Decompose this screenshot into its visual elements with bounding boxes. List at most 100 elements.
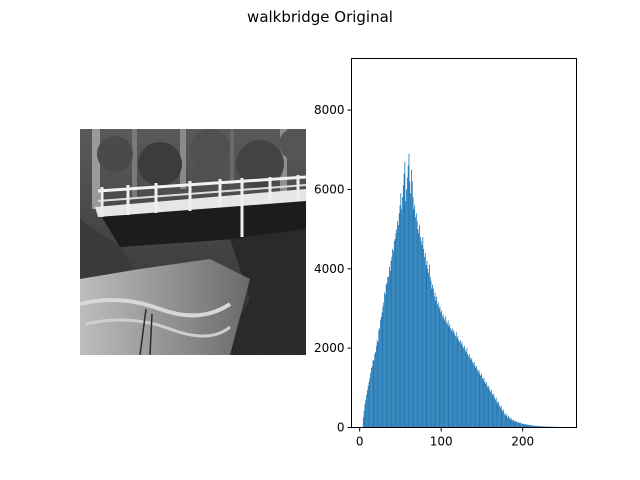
histogram-bar xyxy=(539,426,540,428)
histogram-bar xyxy=(463,348,464,428)
histogram-bar xyxy=(404,161,406,428)
histogram-bar xyxy=(410,193,412,428)
histogram-bar xyxy=(541,426,543,428)
histogram-bar xyxy=(371,367,372,428)
histogram-bar xyxy=(504,415,506,428)
histogram-bar xyxy=(452,332,454,428)
histogram-bar xyxy=(389,266,390,428)
histogram-bar xyxy=(537,425,539,428)
histogram-bar xyxy=(521,423,523,428)
histogram-bar xyxy=(403,173,405,428)
histogram-bar xyxy=(534,425,536,428)
histogram-bar xyxy=(387,276,389,428)
histogram-bar xyxy=(524,424,526,428)
histogram-bar xyxy=(510,417,512,428)
histogram-bar xyxy=(414,205,416,428)
histogram-bar xyxy=(450,330,452,428)
histogram-bar xyxy=(413,209,415,428)
x-tick-label: 100 xyxy=(430,435,453,449)
y-tick-label: 4000 xyxy=(314,262,345,276)
histogram-bar xyxy=(363,410,365,428)
histogram-bar xyxy=(490,391,491,428)
histogram-bar xyxy=(468,354,470,428)
histogram-bar xyxy=(497,403,499,428)
histogram-bar xyxy=(427,268,429,428)
histogram-bar xyxy=(445,316,447,428)
histogram-bar xyxy=(411,169,412,428)
histogram-bar xyxy=(525,424,526,428)
histogram-bar xyxy=(364,403,366,428)
histogram-bars xyxy=(362,153,570,428)
histogram-bar xyxy=(405,201,407,428)
histogram-bar xyxy=(511,419,513,428)
histogram-bar xyxy=(397,221,398,428)
histogram-bar xyxy=(461,342,463,428)
histogram-bar xyxy=(514,421,516,428)
histogram-bar xyxy=(494,397,495,428)
histogram-bar xyxy=(430,280,432,428)
histogram-bar xyxy=(421,244,423,428)
histogram-bar xyxy=(425,264,427,428)
histogram-bar xyxy=(447,320,449,428)
histogram-bar xyxy=(434,292,436,428)
histogram-bar xyxy=(528,424,530,428)
histogram-bar xyxy=(531,425,533,428)
histogram-bar xyxy=(384,294,386,428)
histogram-bar xyxy=(420,241,422,428)
histogram-bar xyxy=(536,426,538,428)
histogram-bar xyxy=(473,362,475,428)
histogram-bar xyxy=(512,419,514,428)
histogram-bar xyxy=(428,264,430,428)
histogram-bar xyxy=(443,318,445,428)
histogram-bar xyxy=(419,237,421,428)
histogram-bar xyxy=(380,320,381,428)
histogram-bar xyxy=(433,296,435,428)
y-axis: 0 2000 4000 6000 8000 xyxy=(314,103,352,435)
histogram-bar xyxy=(471,358,473,428)
histogram-bar xyxy=(442,314,444,428)
histogram-bar xyxy=(415,217,416,428)
histogram-bar xyxy=(367,385,369,428)
histogram-bar xyxy=(381,312,383,428)
histogram-bar xyxy=(455,336,456,428)
histogram-bar xyxy=(544,426,546,428)
histogram-bar xyxy=(439,306,441,428)
histogram-bar xyxy=(449,324,451,428)
histogram-bar xyxy=(386,282,388,428)
histogram-bar xyxy=(520,422,522,428)
histogram-bar xyxy=(455,332,457,428)
histogram-bar xyxy=(500,405,502,428)
histogram-bar xyxy=(502,411,504,428)
histogram-bar xyxy=(428,272,429,428)
x-tick-label: 0 xyxy=(356,435,364,449)
grayscale-bridge-photo-icon xyxy=(80,129,306,355)
histogram-bar xyxy=(475,367,477,428)
histogram-bar xyxy=(383,302,385,428)
histogram-bar xyxy=(393,241,395,428)
histogram-bar xyxy=(397,225,399,428)
histogram-bar xyxy=(469,358,471,428)
histogram-bar xyxy=(380,317,382,428)
histogram-bar xyxy=(393,250,394,428)
histogram-bar xyxy=(418,233,420,428)
histogram-bar xyxy=(382,306,384,428)
histogram-bar xyxy=(426,260,428,428)
histogram-bar xyxy=(494,399,496,428)
histogram-bar xyxy=(507,417,509,428)
histogram-bar xyxy=(516,421,517,428)
histogram-bar xyxy=(484,381,486,428)
histogram-bar xyxy=(525,424,527,428)
histogram-bar xyxy=(485,383,487,428)
histogram-bar xyxy=(508,417,510,428)
histogram-bar xyxy=(435,300,437,428)
histogram-bar xyxy=(375,352,376,428)
histogram-bar xyxy=(389,270,391,428)
histogram-bar xyxy=(458,340,460,428)
histogram-bar xyxy=(518,422,520,428)
histogram-bar xyxy=(459,342,460,428)
histogram-bar xyxy=(490,389,492,428)
histogram-bar xyxy=(483,377,485,428)
histogram-bar xyxy=(416,221,418,428)
histogram-bar xyxy=(412,197,414,428)
